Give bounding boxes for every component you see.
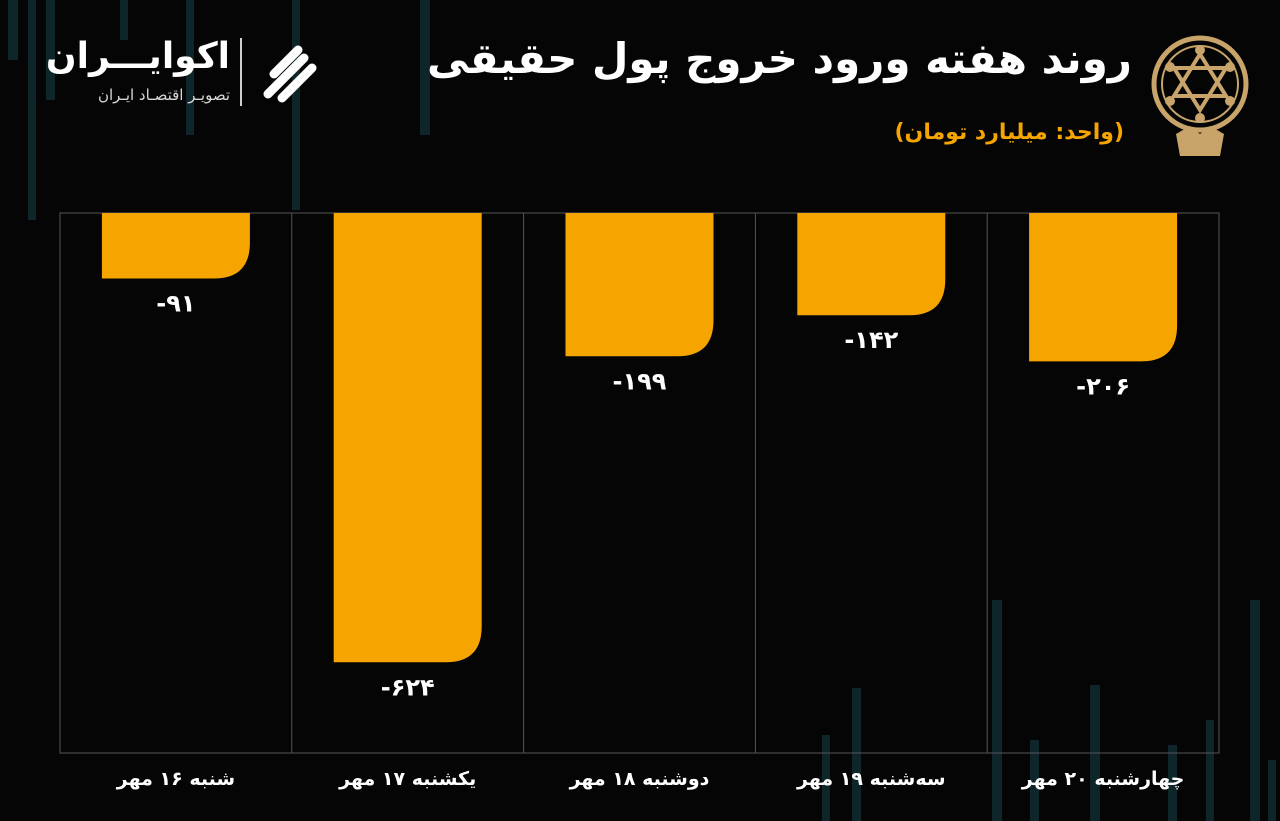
- bar-5: [1029, 213, 1178, 362]
- brand-divider: [240, 38, 242, 106]
- unit-subtitle: (واحد: میلیارد تومان): [894, 120, 1125, 145]
- category-label-4: سه‌شنبه ۱۹ مهر: [796, 768, 946, 790]
- bar-4: [797, 213, 946, 316]
- chart-title: روند هفته ورود خروج پول حقیقی: [426, 34, 1132, 83]
- value-label-4: -۱۴۲: [844, 326, 898, 354]
- category-label-5: چهارشنبه ۲۰ مهر: [1021, 768, 1185, 790]
- bar-2: [333, 213, 482, 663]
- bar-1: [101, 213, 250, 279]
- bar-3: [565, 213, 714, 357]
- category-label-2: یکشنبه ۱۷ مهر: [338, 768, 476, 790]
- value-label-1: -۹۱: [156, 290, 195, 318]
- category-label-3: دوشنبه ۱۸ مهر: [569, 768, 710, 790]
- value-label-3: -۱۹۹: [613, 367, 667, 395]
- value-label-5: -۲۰۶: [1076, 372, 1130, 400]
- value-label-2: -۶۲۴: [381, 673, 435, 701]
- brand-logo-icon: [263, 45, 317, 103]
- brand-tagline: تصویـر اقتصـاد ایـران: [97, 86, 230, 104]
- stock-exchange-emblem-icon: [1151, 35, 1249, 156]
- category-label-1: شنبه ۱۶ مهر: [116, 768, 235, 790]
- brand-name: اکوایـــران: [45, 36, 230, 77]
